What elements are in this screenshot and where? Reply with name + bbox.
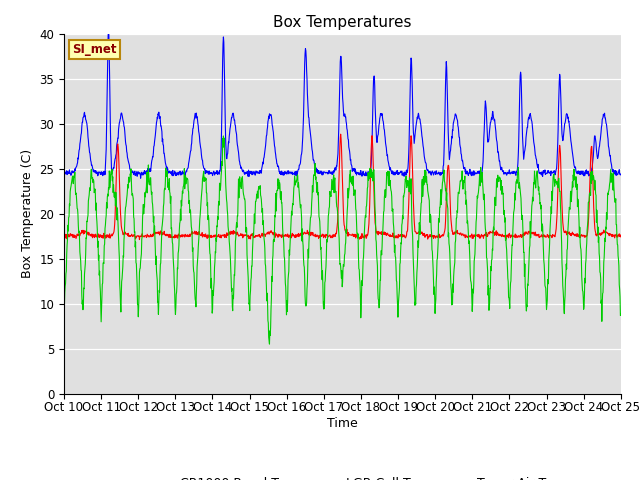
Text: SI_met: SI_met — [72, 43, 117, 56]
X-axis label: Time: Time — [327, 417, 358, 430]
Y-axis label: Box Temperature (C): Box Temperature (C) — [21, 149, 34, 278]
Title: Box Temperatures: Box Temperatures — [273, 15, 412, 30]
Legend: CR1000 Panel T, LGR Cell T, Tower Air T: CR1000 Panel T, LGR Cell T, Tower Air T — [134, 472, 551, 480]
